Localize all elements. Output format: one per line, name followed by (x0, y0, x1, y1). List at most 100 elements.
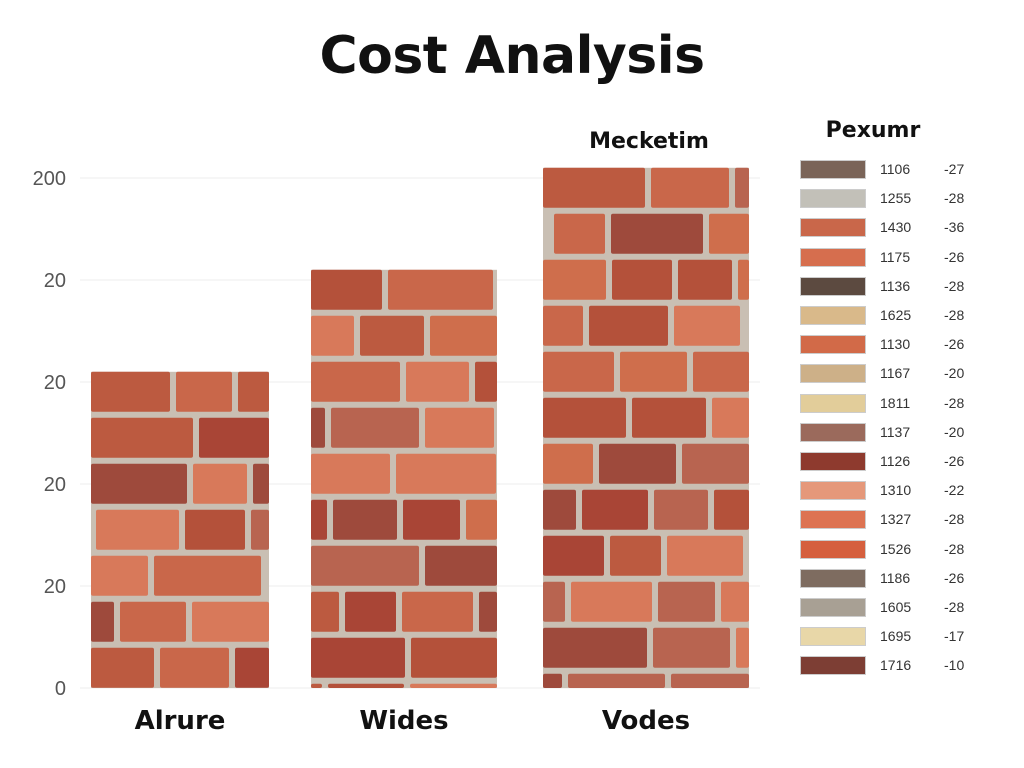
legend-entry: 1106 -27 (798, 160, 988, 180)
brick (333, 499, 397, 540)
y-tick-label: 0 (55, 678, 66, 700)
legend-delta: -26 (944, 569, 965, 586)
legend-swatch (800, 422, 866, 442)
brick (328, 683, 404, 688)
legend-value: 1255 (880, 190, 912, 207)
legend-swatch (800, 160, 866, 179)
legend-entry: 1255 -28 (798, 189, 988, 209)
brick (396, 453, 496, 494)
legend-delta: -26 (944, 336, 965, 353)
legend-entry: 1310 -22 (798, 481, 988, 501)
legend-delta: -20 (944, 365, 965, 382)
legend-entry: 1430 -36 (798, 218, 988, 238)
brick (176, 371, 232, 412)
legend-delta: -17 (944, 628, 965, 645)
brick (693, 351, 749, 392)
brick (311, 591, 339, 632)
chart-title: Cost Analysis (319, 26, 705, 86)
brick (311, 545, 419, 586)
brick (425, 407, 494, 448)
brick (678, 259, 732, 300)
brick (311, 361, 400, 402)
bar-top-labels: Mecketim (589, 129, 709, 154)
legend-value: 1167 (880, 365, 911, 382)
legend-swatch (800, 335, 866, 355)
legend-delta: -28 (944, 394, 965, 411)
legend-entry: 1175 -26 (798, 247, 988, 268)
legend-delta: -36 (944, 219, 965, 236)
brick (543, 535, 604, 576)
brick (91, 647, 154, 688)
brick (543, 443, 593, 484)
brick (360, 315, 424, 356)
brick (425, 545, 497, 586)
brick (543, 581, 565, 622)
brick (582, 489, 648, 530)
legend-entry: 1130 -26 (798, 335, 988, 355)
legend-entry: 1136 -28 (798, 276, 988, 297)
brick (251, 509, 269, 550)
brick (589, 305, 668, 346)
brick (91, 601, 114, 642)
legend-swatch (800, 247, 866, 267)
brick (91, 417, 193, 458)
bars (91, 167, 749, 689)
legend-entry: 1137 -20 (798, 422, 988, 443)
brick (193, 463, 247, 504)
bar-top-label: Mecketim (589, 129, 709, 154)
legend-value: 1175 (880, 248, 911, 265)
brick (543, 305, 583, 346)
legend-value: 1137 (880, 423, 911, 440)
legend-entry: 1716 -10 (798, 656, 988, 676)
bar (543, 167, 749, 689)
legend-value: 1106 (880, 161, 911, 177)
brick (709, 213, 749, 254)
legend-swatch (800, 189, 866, 209)
brick (192, 601, 269, 642)
brick (612, 259, 672, 300)
y-tick-label: 20 (44, 576, 66, 598)
brick (388, 269, 493, 310)
y-tick-label: 20 (44, 270, 66, 292)
legend-value: 1327 (880, 511, 912, 528)
brick (658, 581, 715, 622)
brick (199, 417, 269, 458)
brick (543, 673, 562, 688)
legend-value: 1811 (880, 394, 911, 411)
brick (543, 167, 645, 208)
brick (311, 499, 327, 540)
legend-swatch (800, 452, 866, 471)
brick (651, 167, 729, 208)
legend-value: 1526 (880, 540, 912, 557)
brick (430, 315, 497, 356)
brick (96, 509, 179, 550)
legend-swatch (800, 276, 866, 296)
legend-value: 1605 (880, 599, 912, 615)
brick (253, 463, 269, 504)
brick (620, 351, 687, 392)
brick (479, 591, 497, 632)
brick (311, 269, 382, 310)
y-tick-label: 200 (33, 168, 66, 190)
legend-delta: -27 (944, 161, 965, 177)
legend-delta: -22 (944, 482, 965, 499)
legend-title: Pexumr (825, 118, 921, 143)
legend-swatch (800, 393, 866, 413)
brick (654, 489, 708, 530)
brick (311, 683, 322, 688)
brick (345, 591, 396, 632)
legend-swatch (800, 364, 866, 384)
brick (411, 637, 497, 678)
legend-delta: -20 (944, 423, 965, 440)
brick (311, 315, 354, 356)
brick (568, 673, 665, 688)
legend-swatch (800, 656, 866, 676)
brick (154, 555, 261, 596)
legend-delta: -28 (944, 307, 965, 323)
brick (714, 489, 749, 530)
brick (311, 453, 390, 494)
legend-value: 1625 (880, 307, 912, 323)
legend-entry: 1526 -28 (798, 539, 988, 560)
legend-entry: 1811 -28 (798, 393, 988, 414)
